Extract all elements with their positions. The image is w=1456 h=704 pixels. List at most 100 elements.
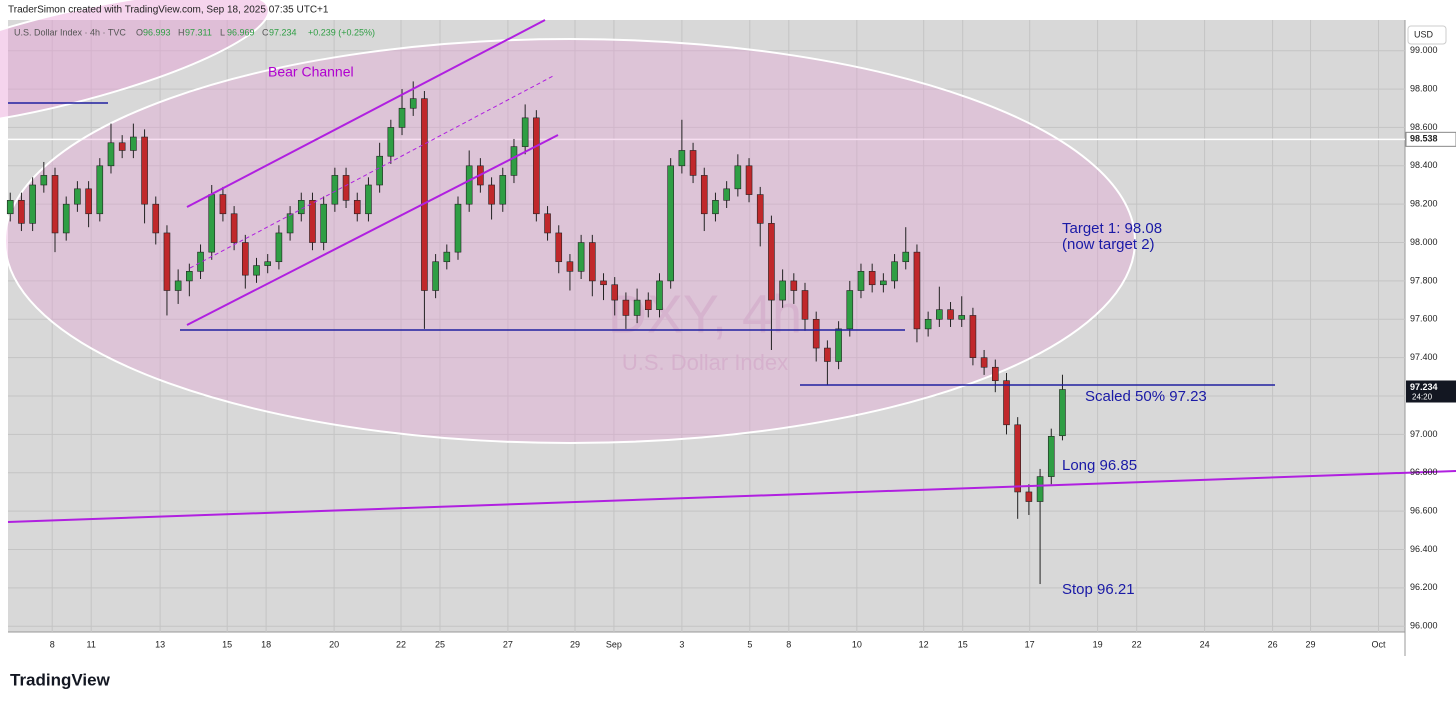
- candle-body: [600, 280, 607, 286]
- x-tick-label: 22: [396, 639, 406, 649]
- ohlc-value: 96.993: [143, 27, 171, 37]
- price-line-label: 98.538: [1410, 134, 1438, 144]
- y-tick-label: 98.600: [1410, 122, 1438, 132]
- x-tick-label: 29: [1306, 639, 1316, 649]
- candle-body: [320, 203, 327, 243]
- candle-body: [835, 328, 842, 362]
- price-line-tag: [1405, 131, 1456, 147]
- ohlc-letter: L: [220, 27, 225, 37]
- ohlc-value: 96.969: [227, 27, 255, 37]
- candle-body: [924, 318, 932, 330]
- x-tick-label: 12: [919, 639, 929, 649]
- candle-body: [678, 150, 686, 167]
- y-tick-label: 98.400: [1410, 160, 1438, 170]
- watermark-name: U.S. Dollar Index: [622, 350, 788, 375]
- candle-body: [152, 203, 160, 234]
- candle-body: [264, 261, 271, 266]
- x-tick-label: Sep: [606, 639, 622, 649]
- candle-body: [980, 357, 988, 368]
- candle-body: [1059, 389, 1066, 437]
- candle-body: [387, 127, 395, 157]
- symbol: U.S. Dollar Index · 4h · TVC: [14, 27, 126, 37]
- candle-body: [107, 142, 115, 167]
- candle-body: [913, 251, 921, 330]
- x-tick-label: 29: [570, 639, 580, 649]
- candle-body: [544, 213, 551, 234]
- candle-body: [286, 213, 294, 234]
- x-tick-label: 10: [852, 639, 862, 649]
- y-tick-label: 97.800: [1410, 275, 1438, 285]
- candle-body: [936, 309, 943, 320]
- candle-body: [689, 150, 697, 176]
- candle-body: [208, 194, 216, 253]
- candle-body: [577, 242, 585, 272]
- candle-body: [891, 261, 898, 282]
- credit: TraderSimon created with TradingView.com…: [8, 5, 329, 16]
- candle-body: [96, 165, 104, 215]
- candle-body: [868, 271, 876, 286]
- currency-box: [1407, 25, 1447, 45]
- ohlc-header: U.S. Dollar Index · 4h · TVC O 96.993 H 97.…: [14, 27, 375, 37]
- ohlc-change: +0.239 (+0.25%): [308, 27, 375, 37]
- candle-body: [29, 184, 36, 224]
- channel-line: [186, 134, 559, 326]
- candle-body: [756, 194, 764, 224]
- candle-body: [197, 251, 204, 272]
- candle-body: [118, 142, 126, 151]
- annotations: Bear Channel Target 1: 98.08 (now target…: [268, 64, 1207, 598]
- y-tick-label: 96.600: [1410, 506, 1438, 516]
- x-tick-label: 13: [155, 639, 165, 649]
- ohlc-value: 97.234: [269, 27, 297, 37]
- candle-body: [253, 265, 260, 276]
- candle-body: [421, 98, 428, 291]
- candle-body: [745, 165, 753, 195]
- candle-body: [331, 175, 339, 205]
- candle-body: [947, 309, 954, 320]
- candle-body: [398, 107, 406, 128]
- y-tick-label: 97.400: [1410, 352, 1438, 362]
- candle-body: [734, 165, 742, 190]
- candle-body: [589, 242, 596, 282]
- x-tick-label: 22: [1132, 639, 1142, 649]
- x-tick-label: 25: [435, 639, 445, 649]
- candle-body: [174, 280, 182, 291]
- candle-body: [40, 175, 48, 186]
- candle-body: [1003, 380, 1010, 426]
- ohlc-letter: H: [178, 27, 185, 37]
- x-tick-label: 18: [261, 639, 271, 649]
- drawings: [7, 19, 1456, 523]
- ellipse-drawing: [4, 38, 1136, 444]
- brand: TradingView: [10, 670, 111, 689]
- candle-body: [219, 194, 227, 215]
- candle-body: [376, 155, 383, 186]
- candle-body: [18, 200, 25, 224]
- candle-body: [342, 175, 350, 201]
- candle-body: [790, 280, 798, 291]
- ohlc-value: 97.311: [185, 27, 212, 37]
- annotation: Target 1: 98.08: [1062, 220, 1162, 237]
- candle-body: [644, 299, 652, 310]
- x-tick-label: 15: [222, 639, 232, 649]
- plot-area: [8, 20, 1405, 632]
- candle-body: [130, 136, 137, 151]
- candle-body: [353, 200, 361, 215]
- candle-body: [297, 200, 305, 215]
- countdown: 24:20: [1412, 393, 1433, 402]
- candle-body: [533, 117, 540, 215]
- candle-body: [667, 165, 674, 282]
- candle-body: [700, 175, 708, 215]
- candle-body: [1047, 436, 1055, 477]
- candle-body: [1014, 424, 1021, 493]
- x-tick-label: 20: [329, 639, 339, 649]
- candle-body: [62, 203, 70, 234]
- y-tick-label: 97.000: [1410, 429, 1438, 439]
- candle-body: [465, 165, 473, 205]
- y-tick-label: 96.000: [1410, 621, 1438, 631]
- annotation: Long 96.85: [1062, 457, 1137, 474]
- candle-body: [186, 271, 193, 282]
- candle-body: [1025, 491, 1033, 502]
- candle-body: [275, 232, 283, 263]
- annotation: Bear Channel: [268, 64, 354, 80]
- y-tick-label: 96.400: [1410, 544, 1438, 554]
- candles: [6, 81, 1066, 585]
